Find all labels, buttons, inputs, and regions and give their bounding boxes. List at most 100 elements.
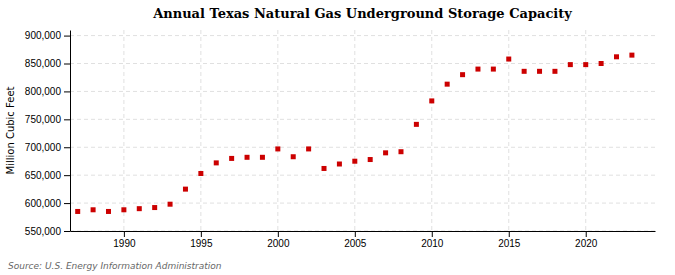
point xyxy=(352,159,357,164)
point xyxy=(537,69,542,74)
grid-line xyxy=(70,91,655,92)
point xyxy=(398,149,403,154)
tick-label: 750,000 xyxy=(25,114,62,125)
tick-label: 2020 xyxy=(575,238,598,249)
grid-line xyxy=(70,35,655,36)
point xyxy=(429,98,434,103)
point xyxy=(599,61,604,66)
tick-mark xyxy=(64,119,70,120)
tick-label: 550,000 xyxy=(25,226,62,237)
point xyxy=(522,69,527,74)
point xyxy=(168,202,173,207)
plot: 1990 1995 2000 2005 2010 2015 2020 550,000 600,0… xyxy=(25,30,656,249)
tick-label: 800,000 xyxy=(25,86,62,97)
point xyxy=(275,146,280,151)
tick-label: 2015 xyxy=(498,238,521,249)
tick-mark xyxy=(64,64,70,65)
grid-line xyxy=(123,30,124,231)
tick-label: 2000 xyxy=(267,238,290,249)
tick-mark xyxy=(586,231,587,237)
point xyxy=(306,146,311,151)
tick: 700,000 xyxy=(25,142,70,153)
grid-line xyxy=(354,30,355,231)
point xyxy=(198,171,203,176)
tick: 2010 xyxy=(421,231,444,249)
grid-line xyxy=(70,63,655,64)
point xyxy=(506,57,511,62)
tick-label: 2005 xyxy=(344,238,367,249)
tick: 2000 xyxy=(267,231,290,249)
point xyxy=(614,54,619,59)
tick: 2005 xyxy=(344,231,367,249)
tick-label: 850,000 xyxy=(25,58,62,69)
tick: 800,000 xyxy=(25,86,70,97)
tick: 2020 xyxy=(575,231,598,249)
tick-mark xyxy=(278,231,279,237)
grid-line xyxy=(431,30,432,231)
x-axis: 1990 1995 2000 2005 2010 2015 2020 xyxy=(71,231,656,249)
point xyxy=(152,205,157,210)
tick-mark xyxy=(64,231,70,232)
point xyxy=(75,209,80,214)
tick: 650,000 xyxy=(25,170,70,181)
tick-mark xyxy=(64,175,70,176)
tick-mark xyxy=(432,231,433,237)
grid-line xyxy=(277,30,278,231)
axis-line xyxy=(71,231,656,232)
point xyxy=(460,72,465,77)
point xyxy=(121,207,126,212)
tick: 550,000 xyxy=(25,226,70,237)
point xyxy=(568,62,573,67)
tick: 750,000 xyxy=(25,114,70,125)
tick-label: 1995 xyxy=(190,238,213,249)
grid-line xyxy=(585,30,586,231)
point xyxy=(629,53,634,58)
point xyxy=(337,162,342,167)
point xyxy=(445,82,450,87)
point xyxy=(322,166,327,171)
points xyxy=(75,53,634,214)
tick: 850,000 xyxy=(25,58,70,69)
point xyxy=(552,69,557,74)
tick: 600,000 xyxy=(25,198,70,209)
y-axis: 550,000 600,000 650,000 700,000 750,000 800,0… xyxy=(25,30,71,236)
point xyxy=(291,154,296,159)
point xyxy=(368,157,373,162)
grid-line xyxy=(70,175,655,176)
chart: 1990 1995 2000 2005 2010 2015 2020 550,000 600,0… xyxy=(0,0,675,275)
grid-line xyxy=(70,203,655,204)
point xyxy=(260,155,265,160)
tick-mark xyxy=(509,231,510,237)
tick-label: 2010 xyxy=(421,238,444,249)
point xyxy=(183,187,188,192)
tick-mark xyxy=(64,203,70,204)
tick-mark xyxy=(124,231,125,237)
tick-label: 700,000 xyxy=(25,142,62,153)
tick-label: 600,000 xyxy=(25,198,62,209)
grid-line xyxy=(70,231,655,232)
tick-label: 900,000 xyxy=(25,30,62,41)
tick-label: 650,000 xyxy=(25,170,62,181)
tick: 1995 xyxy=(190,231,213,249)
grid xyxy=(70,30,655,231)
point xyxy=(106,209,111,214)
tick-mark xyxy=(64,147,70,148)
grid-line xyxy=(70,119,655,120)
tick: 2015 xyxy=(498,231,521,249)
grid-line xyxy=(70,147,655,148)
tick-mark xyxy=(201,231,202,237)
point xyxy=(475,67,480,72)
title: Annual Texas Natural Gas Underground Sto… xyxy=(152,6,572,21)
point xyxy=(214,160,219,165)
point xyxy=(414,122,419,127)
tick-mark xyxy=(64,36,70,37)
point xyxy=(137,206,142,211)
point xyxy=(245,155,250,160)
y-axis-title: Million Cubic Feet xyxy=(5,86,16,174)
point xyxy=(229,156,234,161)
tick: 900,000 xyxy=(25,30,70,41)
tick: 1990 xyxy=(113,231,136,249)
annotation: Source: U.S. Energy Information Administ… xyxy=(8,261,222,271)
axis-line xyxy=(70,31,71,232)
tick-mark xyxy=(64,91,70,92)
